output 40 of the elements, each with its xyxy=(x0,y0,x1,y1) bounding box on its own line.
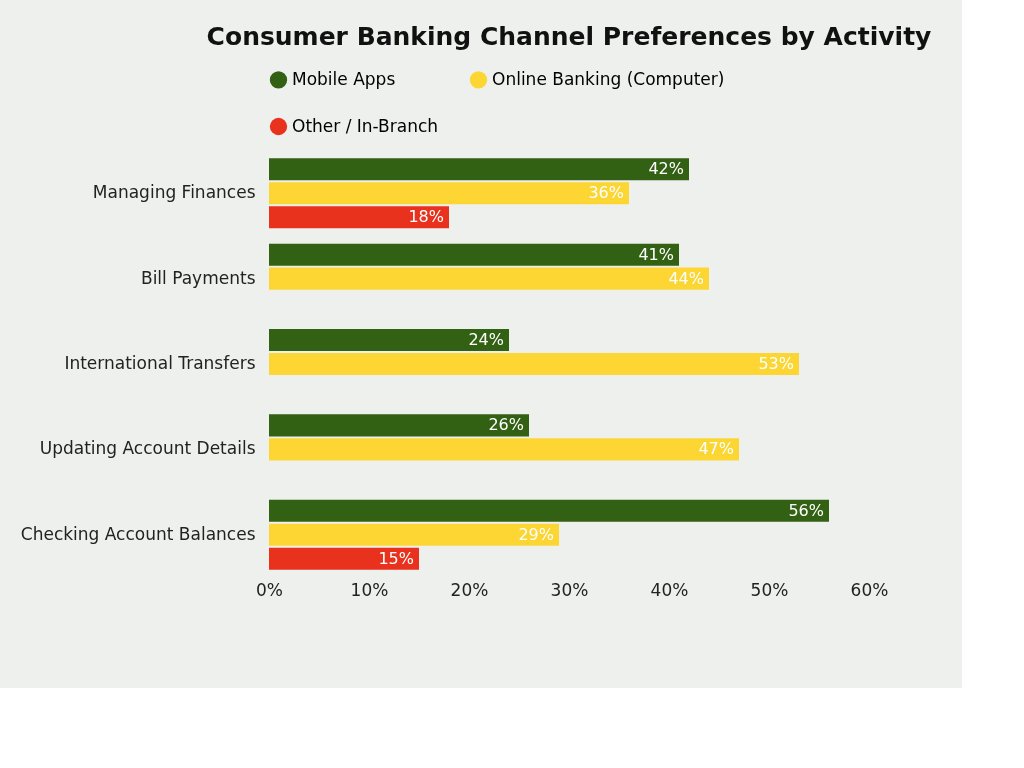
data-label: 26% xyxy=(488,415,524,435)
bar xyxy=(269,499,829,522)
bar xyxy=(269,158,689,181)
data-label: 56% xyxy=(788,500,824,520)
data-label: 29% xyxy=(518,524,554,544)
data-label: 42% xyxy=(648,159,684,179)
x-tick-label: 60% xyxy=(850,579,889,600)
y-tick-label: International Transfers xyxy=(64,353,256,373)
bar xyxy=(269,243,679,266)
y-tick-label: Managing Finances xyxy=(92,182,256,203)
bar xyxy=(269,414,529,437)
data-label: 47% xyxy=(698,439,734,459)
bar xyxy=(269,267,709,290)
bar xyxy=(269,206,449,229)
y-tick-label: Updating Account Details xyxy=(39,438,256,459)
data-label: 24% xyxy=(468,330,504,350)
bar xyxy=(269,523,559,546)
legend-label: Mobile Apps xyxy=(292,68,396,89)
data-label: 44% xyxy=(668,268,704,288)
bar xyxy=(269,547,419,570)
legend-label: Online Banking (Computer) xyxy=(492,68,725,89)
data-label: 41% xyxy=(638,244,674,264)
x-tick-label: 50% xyxy=(750,579,789,600)
data-label: 36% xyxy=(588,183,624,203)
data-label: 53% xyxy=(758,354,794,373)
data-label: 18% xyxy=(408,207,444,227)
x-tick-label: 0% xyxy=(256,579,283,600)
legend-label: Other / In-Branch xyxy=(292,115,439,136)
x-tick-label: 10% xyxy=(350,579,389,600)
data-label: 15% xyxy=(378,548,414,568)
x-tick-label: 30% xyxy=(550,579,589,600)
bar xyxy=(269,438,739,461)
x-tick-label: 40% xyxy=(650,579,689,600)
bar xyxy=(269,352,799,376)
y-tick-label: Checking Account Balances xyxy=(20,523,256,544)
x-tick-label: 20% xyxy=(450,579,489,600)
y-tick-label: Bill Payments xyxy=(140,267,256,288)
bar xyxy=(269,329,509,352)
bar xyxy=(269,182,629,205)
chart-title: Consumer Banking Channel Preferences by Activity xyxy=(206,22,932,51)
